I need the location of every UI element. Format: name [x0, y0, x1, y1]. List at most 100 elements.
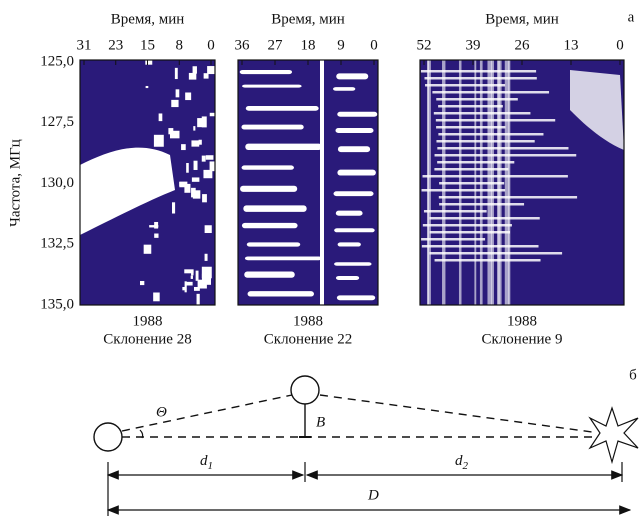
spectrum-streak: [184, 281, 187, 293]
spectrum-streak: [320, 60, 324, 305]
spectrum-streak: [163, 187, 171, 192]
spectrum-streak: [498, 60, 502, 305]
spectrum-streak: [474, 60, 477, 305]
spectrum-streak: [337, 111, 378, 117]
spectrum-streak: [193, 286, 200, 291]
year: 1988: [133, 313, 163, 329]
spectrum-streak: [242, 84, 302, 88]
spectrum: [420, 60, 624, 305]
b-label: B: [316, 414, 325, 430]
label-a: а: [628, 9, 635, 25]
spectrum-streak: [429, 252, 563, 255]
spectrum-streak: [244, 256, 322, 261]
ray-up: [121, 394, 293, 432]
spectrum-streak: [204, 253, 208, 261]
spectrum-streak: [184, 183, 191, 193]
spectrum-streak: [143, 244, 152, 254]
x-tick-label: 52: [417, 37, 432, 53]
spectrum-streak: [241, 124, 304, 130]
spectrum-streak: [504, 60, 510, 305]
spectrum-streak: [145, 85, 149, 89]
spectrum-streak: [201, 155, 206, 162]
spectrum-streak: [175, 89, 180, 98]
spectrum-streak: [188, 72, 197, 80]
spectrum-streak: [198, 139, 202, 145]
spectrum-streak: [140, 280, 145, 286]
spectrum-streak: [425, 84, 506, 87]
spectrum-streak: [148, 177, 151, 189]
spectrum-streak: [458, 60, 462, 305]
spectrum-streak: [169, 130, 180, 139]
spectrum-streak: [205, 155, 214, 160]
spectrum-streak: [337, 242, 361, 247]
spectrum-streak: [192, 66, 197, 74]
spectrum-streak: [336, 73, 369, 80]
spectrum-streak: [202, 194, 207, 203]
spectrum-streak: [422, 224, 512, 227]
theta-label: Θ: [156, 404, 167, 420]
spectrum-streak: [244, 271, 295, 278]
spectrum-streak: [145, 157, 149, 161]
x-label: Время, мин: [485, 11, 559, 27]
spectrum-streak: [336, 295, 376, 301]
spectrum-streak: [186, 281, 193, 286]
spectrum-streak: [508, 60, 511, 305]
spectrum-streak: [209, 161, 215, 172]
spectrum-streak: [193, 126, 196, 131]
caption: Склонение 28: [103, 331, 191, 347]
spectrum-streak: [245, 143, 322, 151]
spectrum-streak: [479, 60, 483, 305]
spectrum-streak: [201, 116, 207, 128]
x-label: Время, мин: [111, 11, 185, 27]
spectrum-streak: [203, 169, 213, 179]
spectrum-streak: [438, 105, 503, 108]
spectrum-streak: [334, 228, 375, 233]
spectrum-streak: [174, 67, 178, 80]
x-tick-label: 27: [268, 37, 284, 53]
d1-label: d1: [200, 453, 213, 471]
y-tick-label: 130,0: [40, 175, 74, 191]
spectrum-streak: [196, 293, 200, 305]
spectrum-streak: [422, 175, 568, 178]
diagram: Θ B d1 d2 D: [93, 375, 639, 516]
spectrum-streak: [337, 169, 376, 176]
spectrum-streak: [429, 231, 511, 234]
spectrum-streak: [423, 210, 487, 213]
spectrum-streak: [427, 60, 430, 305]
y-label: Частота, МГц: [7, 139, 23, 227]
spectrum-streak: [204, 225, 212, 234]
theta-arc: [139, 429, 144, 439]
spectrum-streak: [179, 181, 188, 188]
spectrum-streak: [333, 191, 374, 197]
y-tick-label: 127,5: [40, 114, 74, 130]
spectrum-streak: [429, 217, 540, 220]
x-tick-label: 0: [616, 37, 624, 53]
spectrum-streak: [436, 98, 518, 101]
x-tick-label: 18: [301, 37, 316, 53]
spectrum-streak: [153, 292, 160, 302]
spectrum-streak: [171, 202, 176, 214]
spectrum-streak: [427, 60, 431, 305]
spectrum-streak: [439, 182, 505, 185]
spectrum-streak: [487, 60, 492, 305]
spectrum-streak: [436, 126, 506, 129]
y-tick-label: 125,0: [40, 53, 74, 69]
spectrum-streak: [570, 70, 624, 150]
d-label: D: [367, 487, 379, 503]
spectrum-streak: [154, 233, 159, 238]
spectrum-streak: [168, 128, 174, 135]
spectrum-streak: [207, 66, 215, 75]
x-tick-label: 15: [140, 37, 155, 53]
x-label: Время, мин: [271, 11, 345, 27]
spectrum-streak: [333, 87, 356, 91]
spectrum-streak: [335, 275, 360, 280]
year: 1988: [507, 313, 537, 329]
spectrum-streak: [239, 70, 293, 75]
spectrum-streak: [201, 266, 212, 279]
spectrum-streak: [247, 291, 314, 297]
source-circle: [93, 422, 123, 452]
star: [588, 406, 639, 465]
spectrum-streak: [337, 146, 371, 153]
spectrum-streak: [334, 262, 372, 266]
